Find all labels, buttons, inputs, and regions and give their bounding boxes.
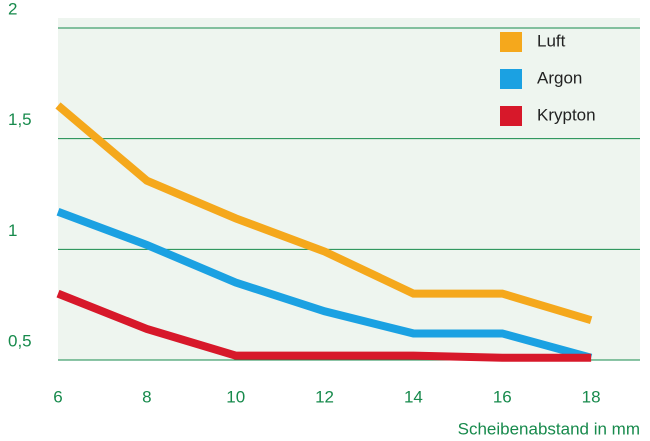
x-tick-label: 16 (493, 387, 512, 406)
legend-swatch (500, 69, 522, 89)
x-tick-label: 14 (404, 387, 423, 406)
y-tick-label: 1,5 (8, 110, 32, 129)
x-axis-label: Scheibenabstand in mm (458, 419, 640, 438)
legend-swatch (500, 32, 522, 52)
line (55, 102, 593, 324)
legend-label: Argon (537, 68, 582, 87)
legend-swatch (500, 106, 522, 126)
x-tick-label: 12 (315, 387, 334, 406)
x-tick-label: 8 (142, 387, 151, 406)
legend-label: Luft (537, 31, 566, 50)
y-tick-label: 2 (8, 0, 17, 18)
x-tick-label: 18 (582, 387, 601, 406)
line (56, 289, 592, 362)
y-tick-label: 1 (8, 221, 17, 240)
x-tick-label: 10 (226, 387, 245, 406)
x-tick-label: 6 (53, 387, 62, 406)
legend-label: Krypton (537, 105, 596, 124)
y-tick-label: 0,5 (8, 331, 32, 350)
line (56, 207, 593, 362)
